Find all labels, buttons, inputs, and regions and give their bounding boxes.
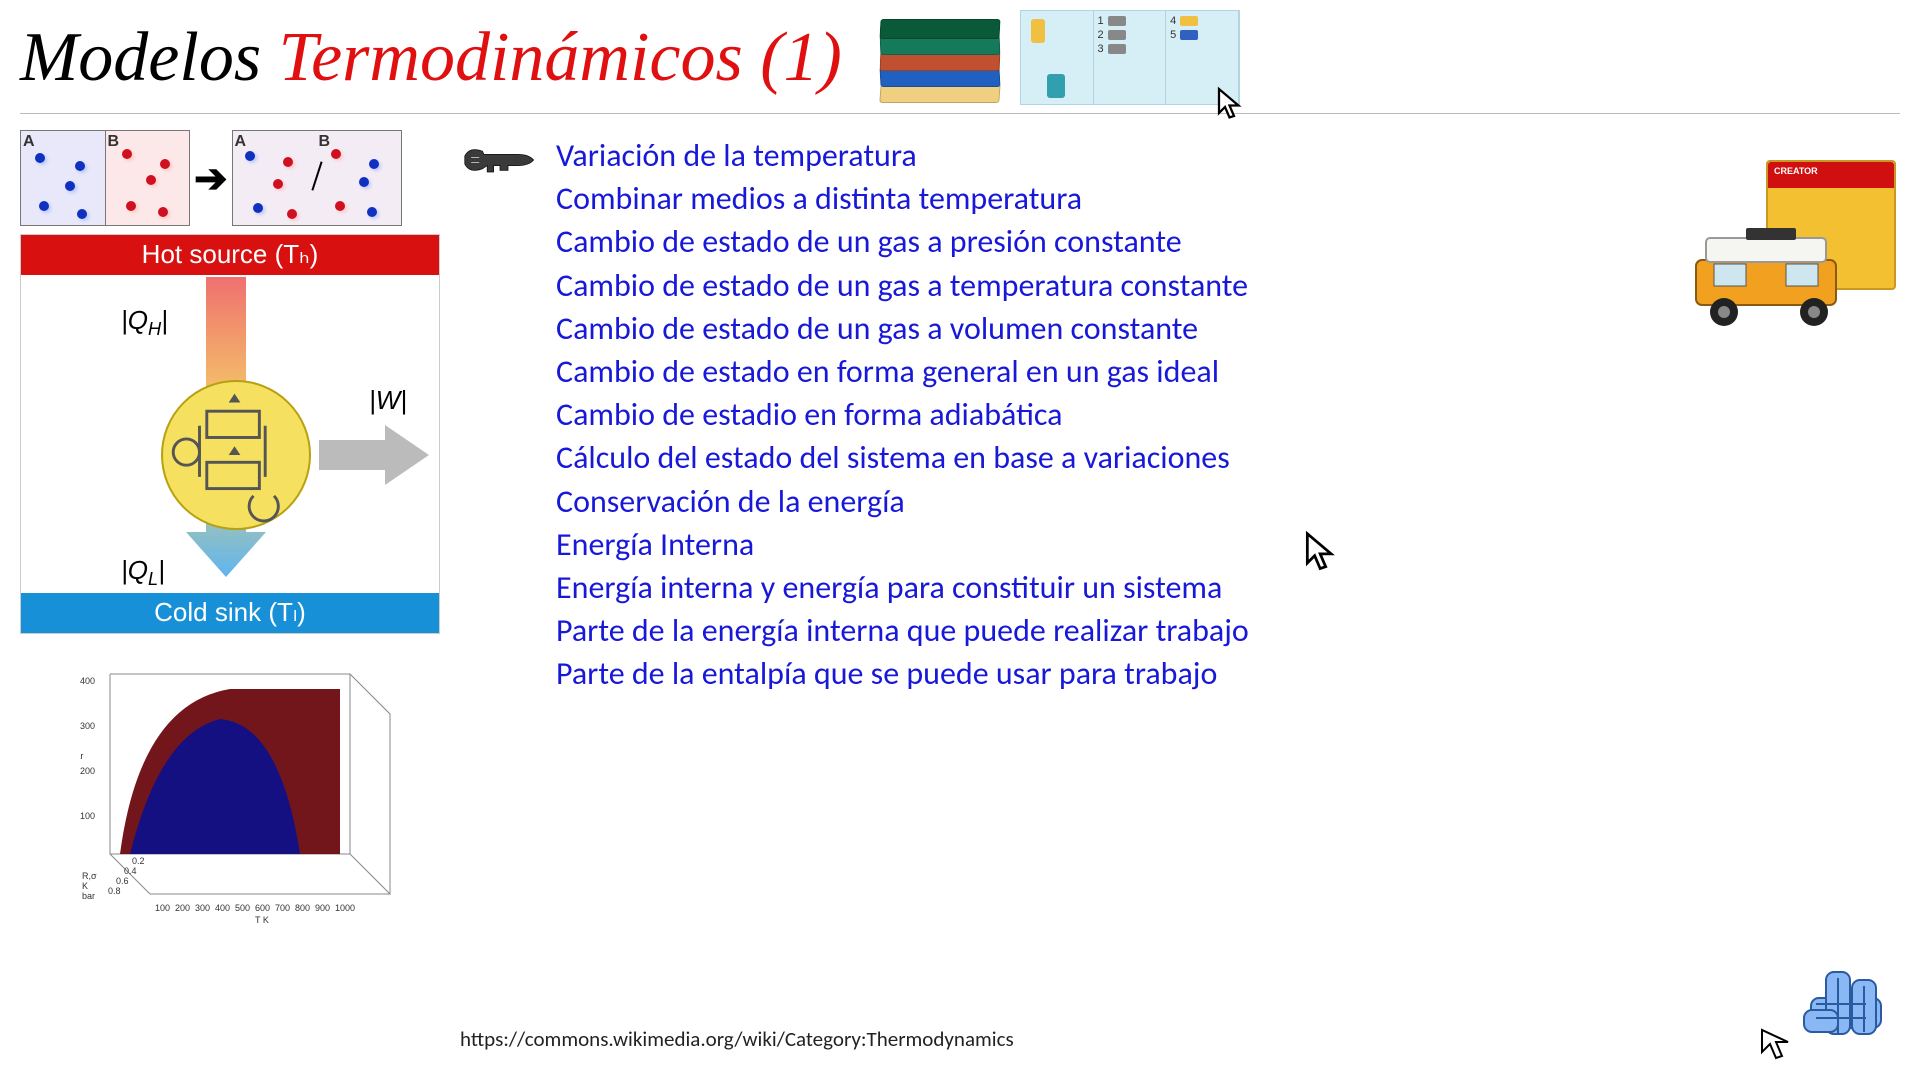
mixing-after: A B [232, 130, 402, 226]
svg-text:bar: bar [82, 891, 95, 901]
svg-text:R,σ: R,σ [82, 871, 97, 881]
qh-label: |QH| [121, 305, 168, 340]
step-num: 5 [1170, 29, 1176, 41]
lego-truck-icon [1686, 220, 1856, 330]
label-a: A [235, 133, 247, 150]
svg-text:700: 700 [275, 903, 290, 913]
instruction-panel-icon: 1 2 3 4 5 [1020, 10, 1240, 105]
lego-truck-image: CREATOR [1686, 160, 1896, 330]
left-diagrams-column: A B ➔ A [20, 128, 440, 954]
w-label: |W| [369, 385, 407, 416]
hot-source-bar: Hot source (Tₕ) [21, 235, 439, 275]
svg-text:1000: 1000 [335, 903, 355, 913]
topic-item[interactable]: Cambio de estado en forma general en un … [556, 350, 1249, 393]
topic-item[interactable]: Cambio de estado de un gas a volumen con… [556, 307, 1249, 350]
hands-icon [1804, 972, 1881, 1034]
svg-text:K: K [82, 881, 88, 891]
topics-column: Variación de la temperatura Combinar med… [460, 128, 1900, 954]
books-icon [872, 13, 1012, 103]
step-num: 4 [1170, 15, 1176, 27]
title-icons: 1 2 3 4 5 [872, 10, 1240, 105]
label-b: B [319, 133, 331, 150]
title-part-1: Modelos [20, 19, 279, 96]
step-num: 3 [1098, 43, 1104, 55]
topic-item[interactable]: Conservación de la energía [556, 480, 1249, 523]
title-bar: Modelos Termodinámicos (1) 1 2 3 4 5 [0, 0, 1920, 113]
ql-label: |QL| [121, 555, 165, 590]
svg-text:200: 200 [175, 903, 190, 913]
label-a: A [23, 133, 35, 150]
svg-text:100: 100 [80, 811, 95, 821]
bottom-right-corner [1756, 960, 1896, 1060]
svg-text:200: 200 [80, 766, 95, 776]
footer-credit: https://commons.wikimedia.org/wiki/Categ… [460, 1026, 1014, 1052]
svg-text:0.2: 0.2 [132, 856, 145, 866]
cursor-icon [1300, 530, 1344, 574]
box-a-before: A [21, 131, 106, 225]
work-arrow-icon [319, 425, 429, 485]
box-a-after: A [233, 131, 317, 225]
topic-item[interactable]: Variación de la temperatura [556, 134, 1249, 177]
svg-text:800: 800 [295, 903, 310, 913]
cursor-icon [1762, 1030, 1788, 1058]
topic-item[interactable]: Energía interna y energía para constitui… [556, 566, 1249, 609]
svg-text:900: 900 [315, 903, 330, 913]
svg-text:100: 100 [155, 903, 170, 913]
box-b-before: B [106, 131, 190, 225]
svg-text:0.8: 0.8 [108, 886, 121, 896]
content-area: A B ➔ A [0, 114, 1920, 954]
mixing-before: A B [20, 130, 190, 226]
svg-text:600: 600 [255, 903, 270, 913]
threed-surface-plot: 400 300 200 100 P bar 100 200 300 400 500 600… [20, 644, 440, 954]
svg-text:400: 400 [80, 676, 95, 686]
topic-item[interactable]: Energía Interna [556, 523, 1249, 566]
heat-engine-diagram: Hot source (Tₕ) |QH| |QL| |W| Cold sink … [20, 234, 440, 634]
svg-text:0.4: 0.4 [124, 866, 137, 876]
pointing-hand-icon [460, 134, 540, 185]
box-banner-label: CREATOR [1774, 166, 1818, 176]
topic-item[interactable]: Cálculo del estado del sistema en base a… [556, 436, 1249, 479]
page-title: Modelos Termodinámicos (1) [20, 18, 842, 98]
topic-item[interactable]: Combinar medios a distinta temperatura [556, 177, 1249, 220]
title-part-2: Termodinámicos (1) [279, 19, 842, 96]
engine-circle [161, 380, 311, 530]
svg-text:300: 300 [80, 721, 95, 731]
topic-item[interactable]: Cambio de estado de un gas a temperatura… [556, 264, 1249, 307]
svg-text:P bar: P bar [80, 751, 83, 761]
step-num: 1 [1098, 15, 1104, 27]
topic-item[interactable]: Parte de la entalpía que se puede usar p… [556, 652, 1249, 695]
step-num: 2 [1098, 29, 1104, 41]
topic-item[interactable]: Parte de la energía interna que puede re… [556, 609, 1249, 652]
label-b: B [108, 133, 120, 150]
svg-text:300: 300 [195, 903, 210, 913]
topic-list: Variación de la temperatura Combinar med… [556, 134, 1249, 695]
topic-item[interactable]: Cambio de estadio en forma adiabática [556, 393, 1249, 436]
topic-item[interactable]: Cambio de estado de un gas a presión con… [556, 220, 1249, 263]
cold-sink-bar: Cold sink (Tₗ) [21, 593, 439, 633]
svg-text:400: 400 [215, 903, 230, 913]
svg-text:500: 500 [235, 903, 250, 913]
svg-text:T K: T K [255, 915, 269, 924]
svg-text:0.6: 0.6 [116, 876, 129, 886]
mixing-diagram: A B ➔ A [20, 128, 440, 228]
arrow-icon: ➔ [194, 155, 228, 202]
box-b-after: B [317, 131, 401, 225]
